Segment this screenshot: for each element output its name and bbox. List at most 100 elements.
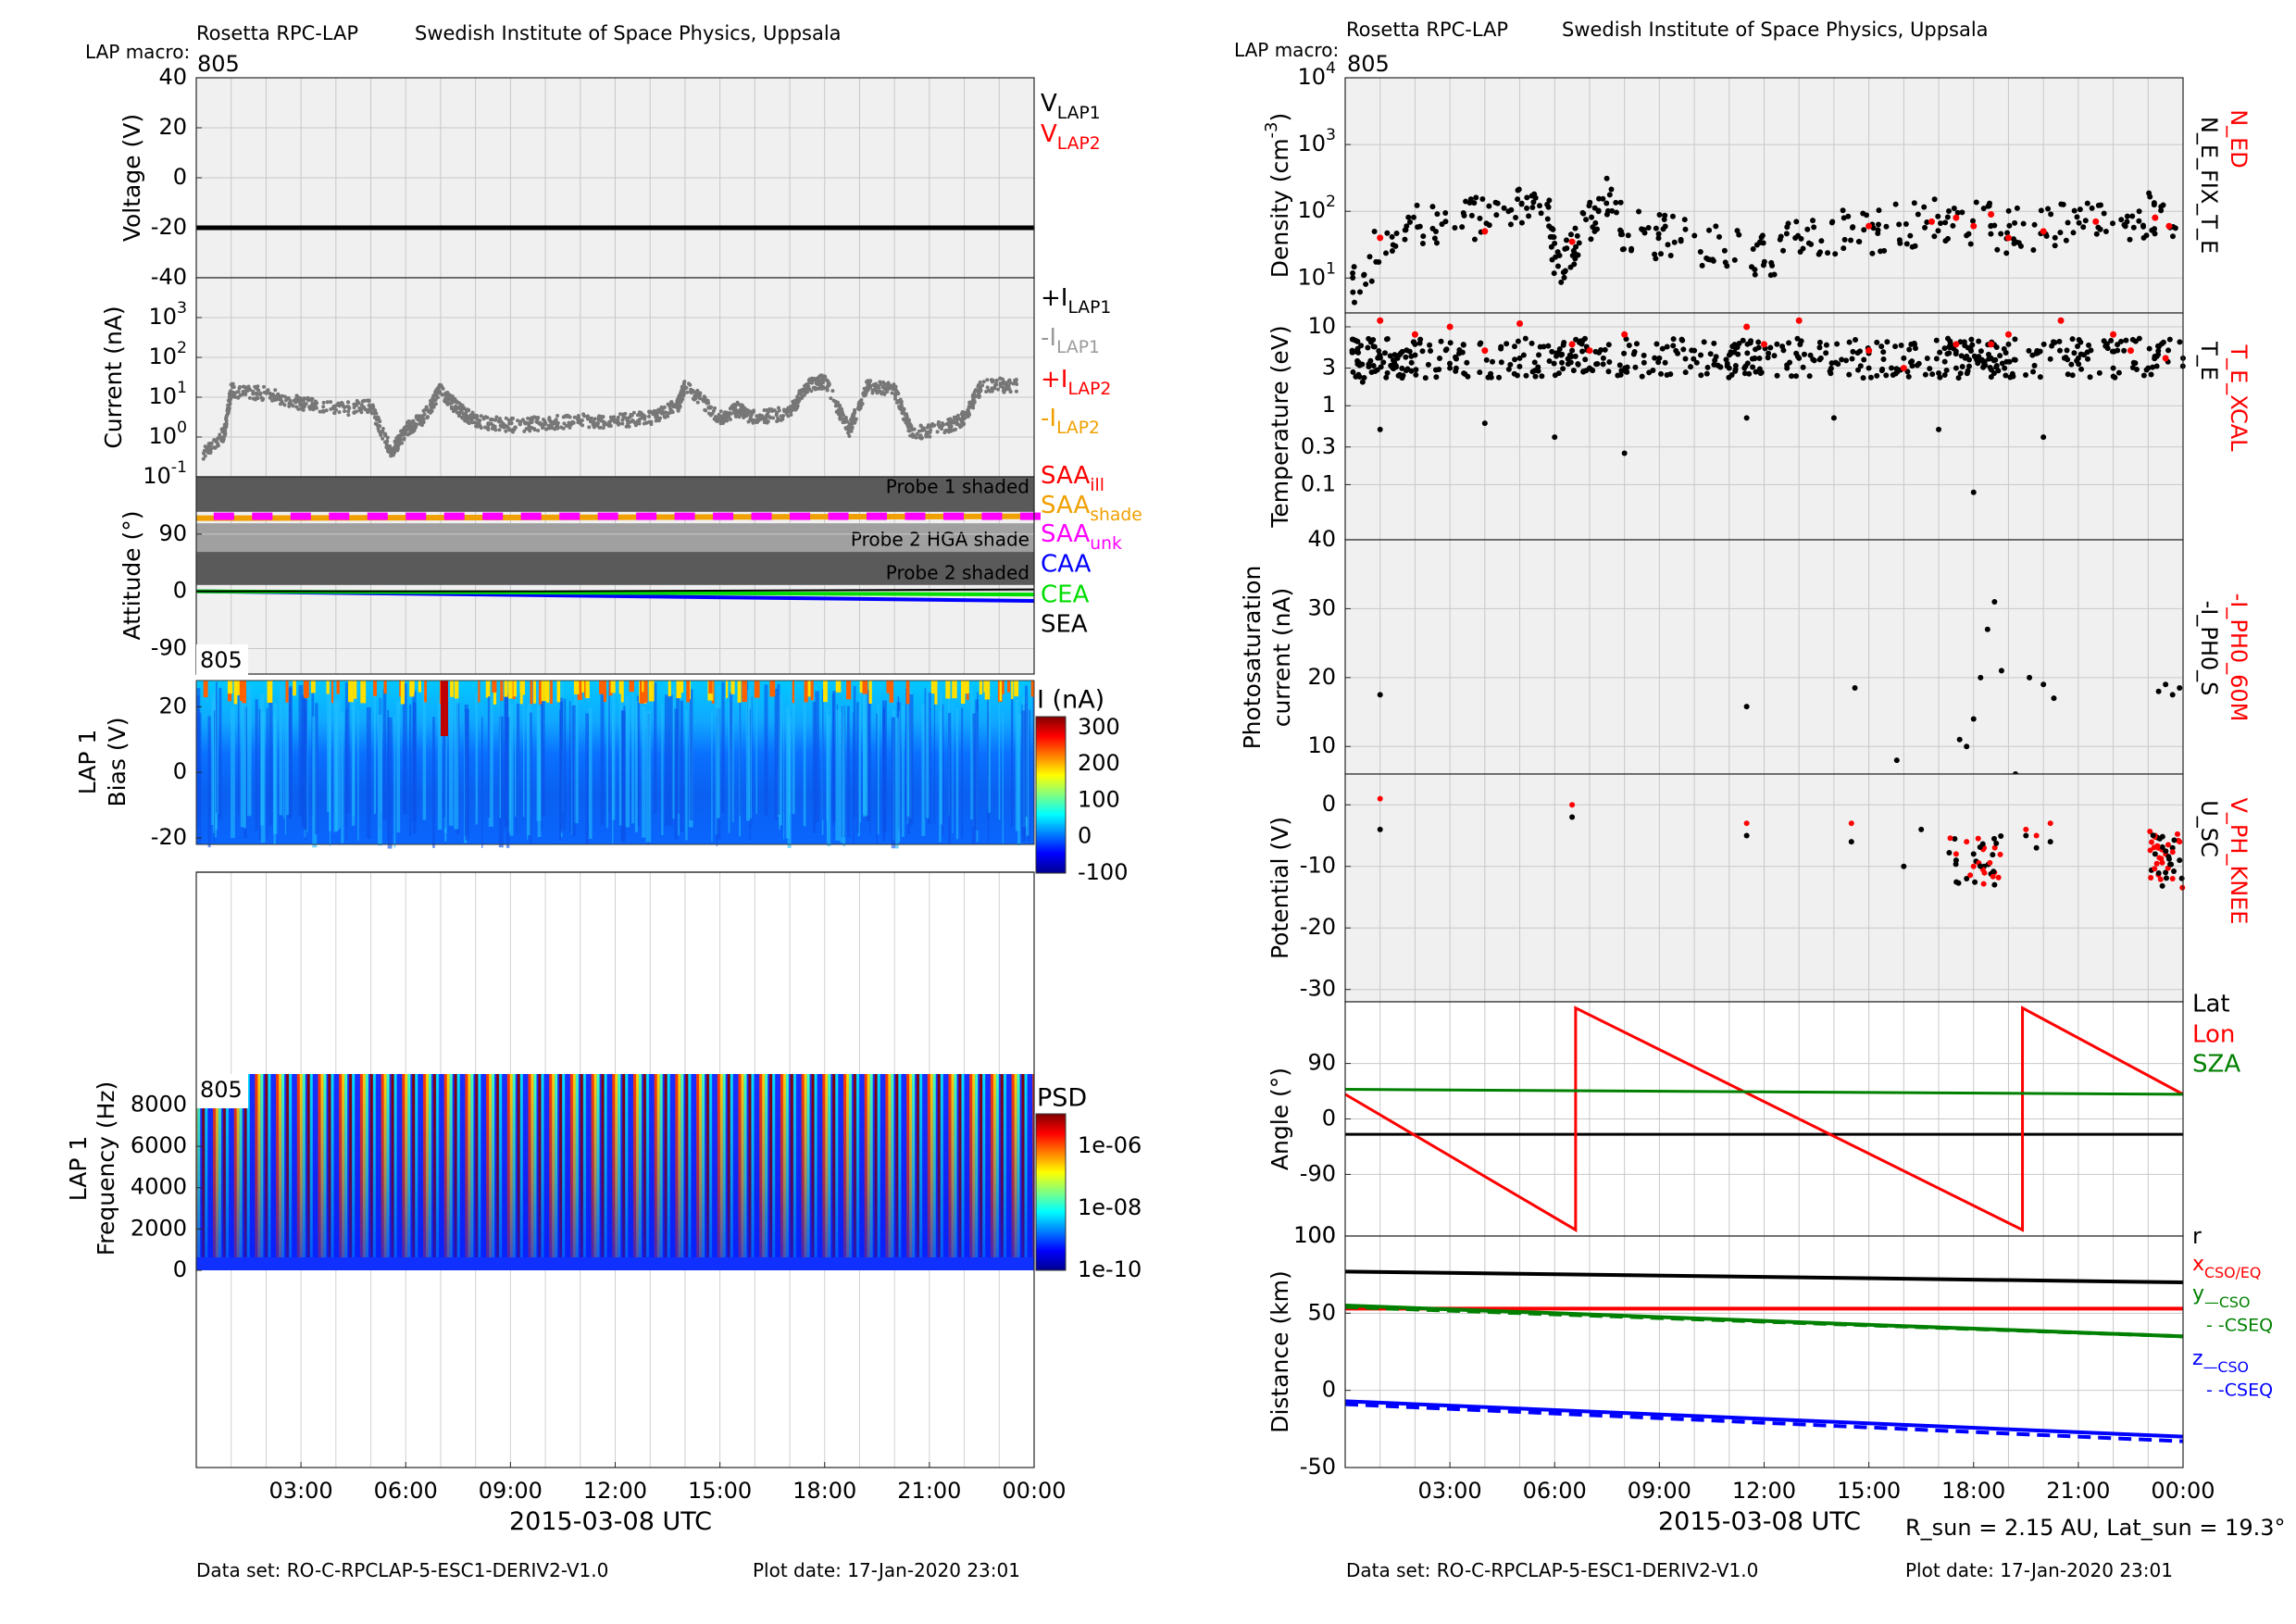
density-point-ne-fix xyxy=(1604,207,1611,214)
density-point-ne-fix xyxy=(1404,223,1410,230)
potential-ytick-label: -10 xyxy=(1300,853,1336,879)
density-point-ne-fix xyxy=(2082,218,2089,224)
temperature-point-te xyxy=(1980,364,1987,370)
left-mission-title: Rosetta RPC-LAP xyxy=(196,22,359,44)
bias-heatmap-hot xyxy=(513,681,518,697)
temperature-ytick-label: 1 xyxy=(1322,392,1336,418)
temperature-point-te xyxy=(1839,356,1845,363)
density-point-ned xyxy=(1953,214,1960,221)
bias-heatmap-stripe xyxy=(891,717,896,849)
temperature-point-te xyxy=(1922,371,1928,378)
current-point xyxy=(307,397,312,402)
temperature-point-te xyxy=(1453,365,1459,371)
temperature-point-te xyxy=(1464,359,1470,366)
temperature-point-te xyxy=(2130,359,2137,366)
current-point xyxy=(749,410,754,415)
attitude-series-saa-unk xyxy=(520,512,542,520)
bias-heatmap-stripe xyxy=(298,684,304,817)
temperature-point-te xyxy=(2112,374,2118,381)
density-point-ne-fix xyxy=(1431,235,1438,242)
density-point-ne-fix xyxy=(1640,227,1646,233)
current-point xyxy=(649,419,654,424)
current-point xyxy=(447,401,452,406)
bias-heatmap-stripe xyxy=(402,682,407,815)
attitude-annotation-probe1: Probe 1 shaded xyxy=(886,476,1029,498)
bias-heatmap-stripe xyxy=(585,713,590,845)
bias-heatmap-stripe xyxy=(218,688,222,819)
bias-heatmap-stripe xyxy=(625,695,630,828)
density-point-ne-fix xyxy=(1536,203,1542,209)
bias-heatmap-hot xyxy=(285,681,289,703)
bias-heatmap-hot xyxy=(810,681,814,701)
current-point xyxy=(530,416,534,420)
density-point-ne-fix xyxy=(1935,228,1941,234)
temperature-point-te xyxy=(1943,367,1950,373)
attitude-series-saa-unk xyxy=(905,512,926,520)
temperature-point-te-outlier xyxy=(1726,365,1732,371)
current-point xyxy=(789,412,793,417)
temperature-point-te xyxy=(1854,350,1861,356)
temperature-point-te xyxy=(1880,349,1887,356)
temperature-point-te xyxy=(1968,336,1975,343)
density-point-ne-fix xyxy=(1883,223,1890,230)
current-point xyxy=(779,418,783,422)
density-point-ne-fix xyxy=(2158,207,2165,214)
potential-point-usc xyxy=(1377,826,1383,832)
density-point-ne-fix xyxy=(1551,270,1557,277)
temperature-point-te xyxy=(1623,369,1629,375)
temperature-point-te xyxy=(2040,341,2047,347)
density-point-ne-fix xyxy=(1931,196,1938,203)
temperature-point-te xyxy=(1909,358,1915,365)
temperature-point-te xyxy=(1765,355,1771,361)
temperature-point-te xyxy=(1975,359,1981,366)
current-point xyxy=(588,418,593,423)
attitude-series-saa-unk xyxy=(252,512,273,520)
temperature-point-te xyxy=(1602,346,1608,353)
bias-heatmap-stripe xyxy=(642,706,646,838)
temperature-point-te xyxy=(1662,359,1668,366)
current-point xyxy=(735,400,740,405)
temperature-point-te xyxy=(1596,349,1603,356)
bias-heatmap-stripe xyxy=(645,710,650,843)
attitude-ylabel: Attitude (°) xyxy=(119,510,145,640)
bias-heatmap-stripe xyxy=(422,688,427,820)
potential-point-cluster xyxy=(1991,844,1998,851)
current-point xyxy=(711,408,716,413)
density-point-ne-fix xyxy=(1572,256,1578,262)
density-ytick-label: 102 xyxy=(1297,193,1336,223)
right-axis-xtick-label: 18:00 xyxy=(1941,1478,2005,1504)
temperature-point-te xyxy=(1371,344,1378,350)
bias-heatmap-stripe xyxy=(341,712,344,843)
bias-heatmap-hot xyxy=(629,681,635,693)
temperature-point-xcal xyxy=(1761,341,1767,348)
temperature-point-te xyxy=(1536,352,1542,358)
bias-colorbar xyxy=(1035,716,1067,874)
density-point-ne-fix xyxy=(1662,212,1668,219)
temperature-point-xcal xyxy=(1866,347,1873,355)
photosat-ylabel-line2: current (nA) xyxy=(1268,588,1295,728)
bias-heatmap-stripe xyxy=(826,689,828,821)
density-point-ne-fix xyxy=(1546,223,1553,230)
bias-heatmap-stripe xyxy=(243,697,246,829)
density-point-ne-fix xyxy=(1778,233,1784,240)
temperature-point-te xyxy=(1447,340,1454,346)
potential-point-cluster xyxy=(2163,875,2169,881)
photosat-point xyxy=(1964,743,1970,750)
current-point xyxy=(954,427,958,431)
attitude-series-saa-unk xyxy=(790,512,811,520)
bias-ylabel-line2: Bias (V) xyxy=(104,718,131,807)
bias-heatmap-hot xyxy=(585,681,590,698)
potential-point-cluster xyxy=(2154,843,2161,849)
current-point xyxy=(727,414,731,418)
bias-heatmap-hot xyxy=(492,681,497,693)
bias-heatmap-hot xyxy=(668,681,671,697)
density-point-ne-fix xyxy=(1903,220,1909,227)
current-point xyxy=(272,398,277,403)
temperature-point-te xyxy=(1437,356,1443,362)
density-point-ne-fix xyxy=(1678,236,1684,243)
density-point-ne-fix xyxy=(1636,208,1642,215)
current-point xyxy=(1006,379,1011,383)
bias-heatmap-stripe xyxy=(835,709,841,841)
current-point xyxy=(826,381,830,386)
bias-heatmap-hot xyxy=(500,681,504,701)
